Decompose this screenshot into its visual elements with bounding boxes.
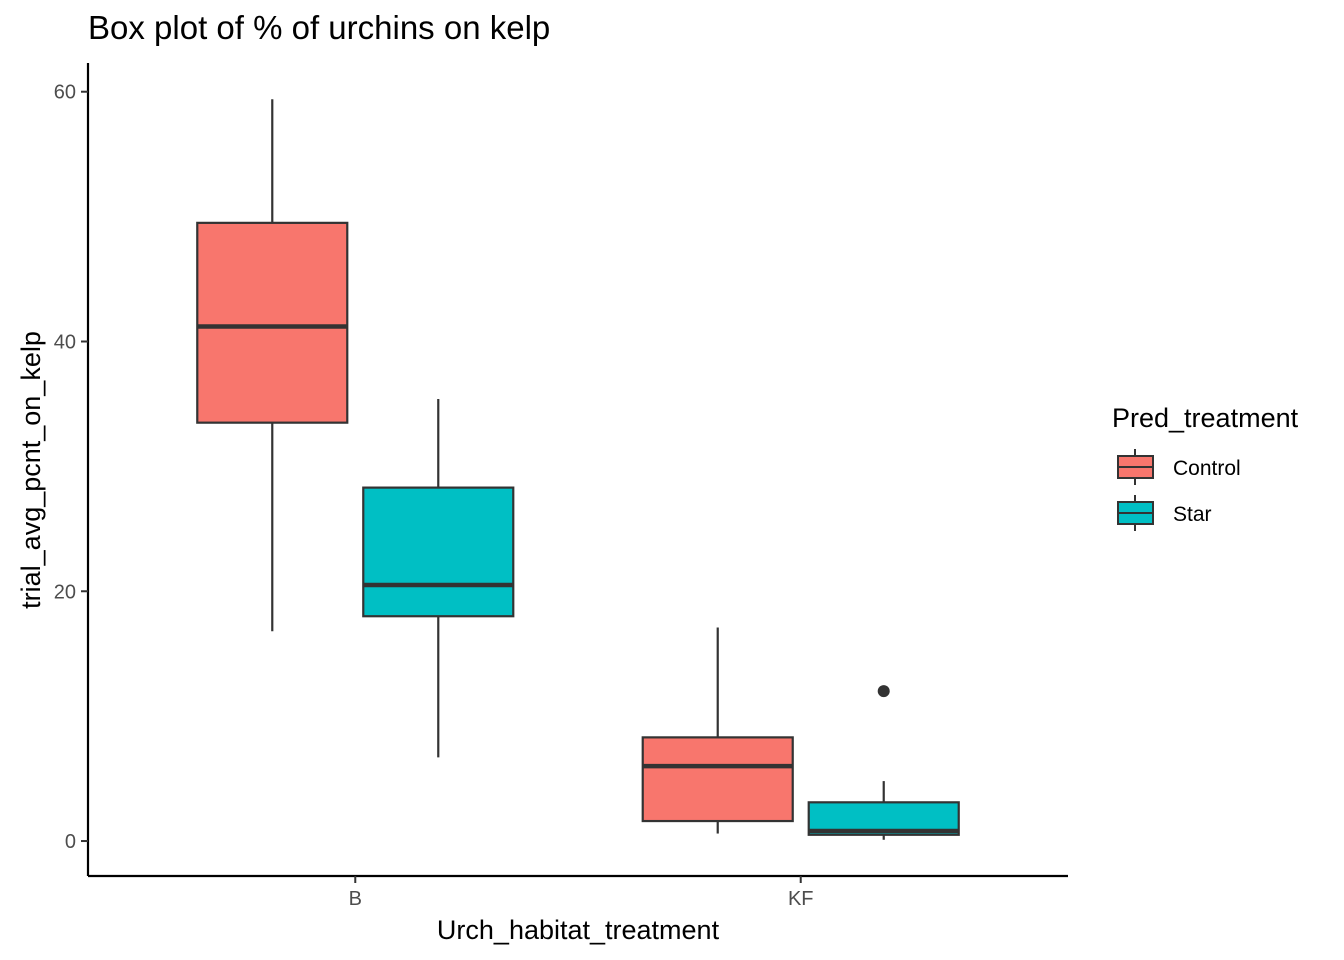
y-tick-label: 40 xyxy=(54,331,76,353)
box-body xyxy=(196,221,349,424)
box-body xyxy=(362,486,515,618)
y-axis-title: trial_avg_pcnt_on_kelp xyxy=(16,331,46,609)
plot-panel xyxy=(196,99,960,840)
legend-label: Star xyxy=(1173,503,1212,526)
legend-label: Control xyxy=(1173,457,1241,480)
box-body xyxy=(641,736,794,823)
box-star-b xyxy=(362,398,515,758)
y-axis-ticks: 0 20 40 60 xyxy=(54,82,88,853)
legend-item-star: Star xyxy=(1117,495,1212,531)
y-tick-label: 0 xyxy=(65,831,76,853)
x-tick-label: KF xyxy=(788,888,814,910)
legend: Pred_treatment Control Star xyxy=(1112,403,1299,531)
box-star-kf xyxy=(807,685,960,840)
x-axis-ticks: B KF xyxy=(349,876,814,910)
chart-title: Box plot of % of urchins on kelp xyxy=(88,9,550,46)
x-axis-title: Urch_habitat_treatment xyxy=(437,915,720,945)
box-control-kf xyxy=(641,627,794,834)
y-tick-label: 60 xyxy=(54,82,76,104)
x-tick-label: B xyxy=(349,888,362,910)
y-tick-label: 20 xyxy=(54,581,76,603)
legend-item-control: Control xyxy=(1117,449,1241,485)
outlier-point xyxy=(877,685,890,698)
legend-title: Pred_treatment xyxy=(1112,403,1299,433)
box-control-b xyxy=(196,99,349,632)
